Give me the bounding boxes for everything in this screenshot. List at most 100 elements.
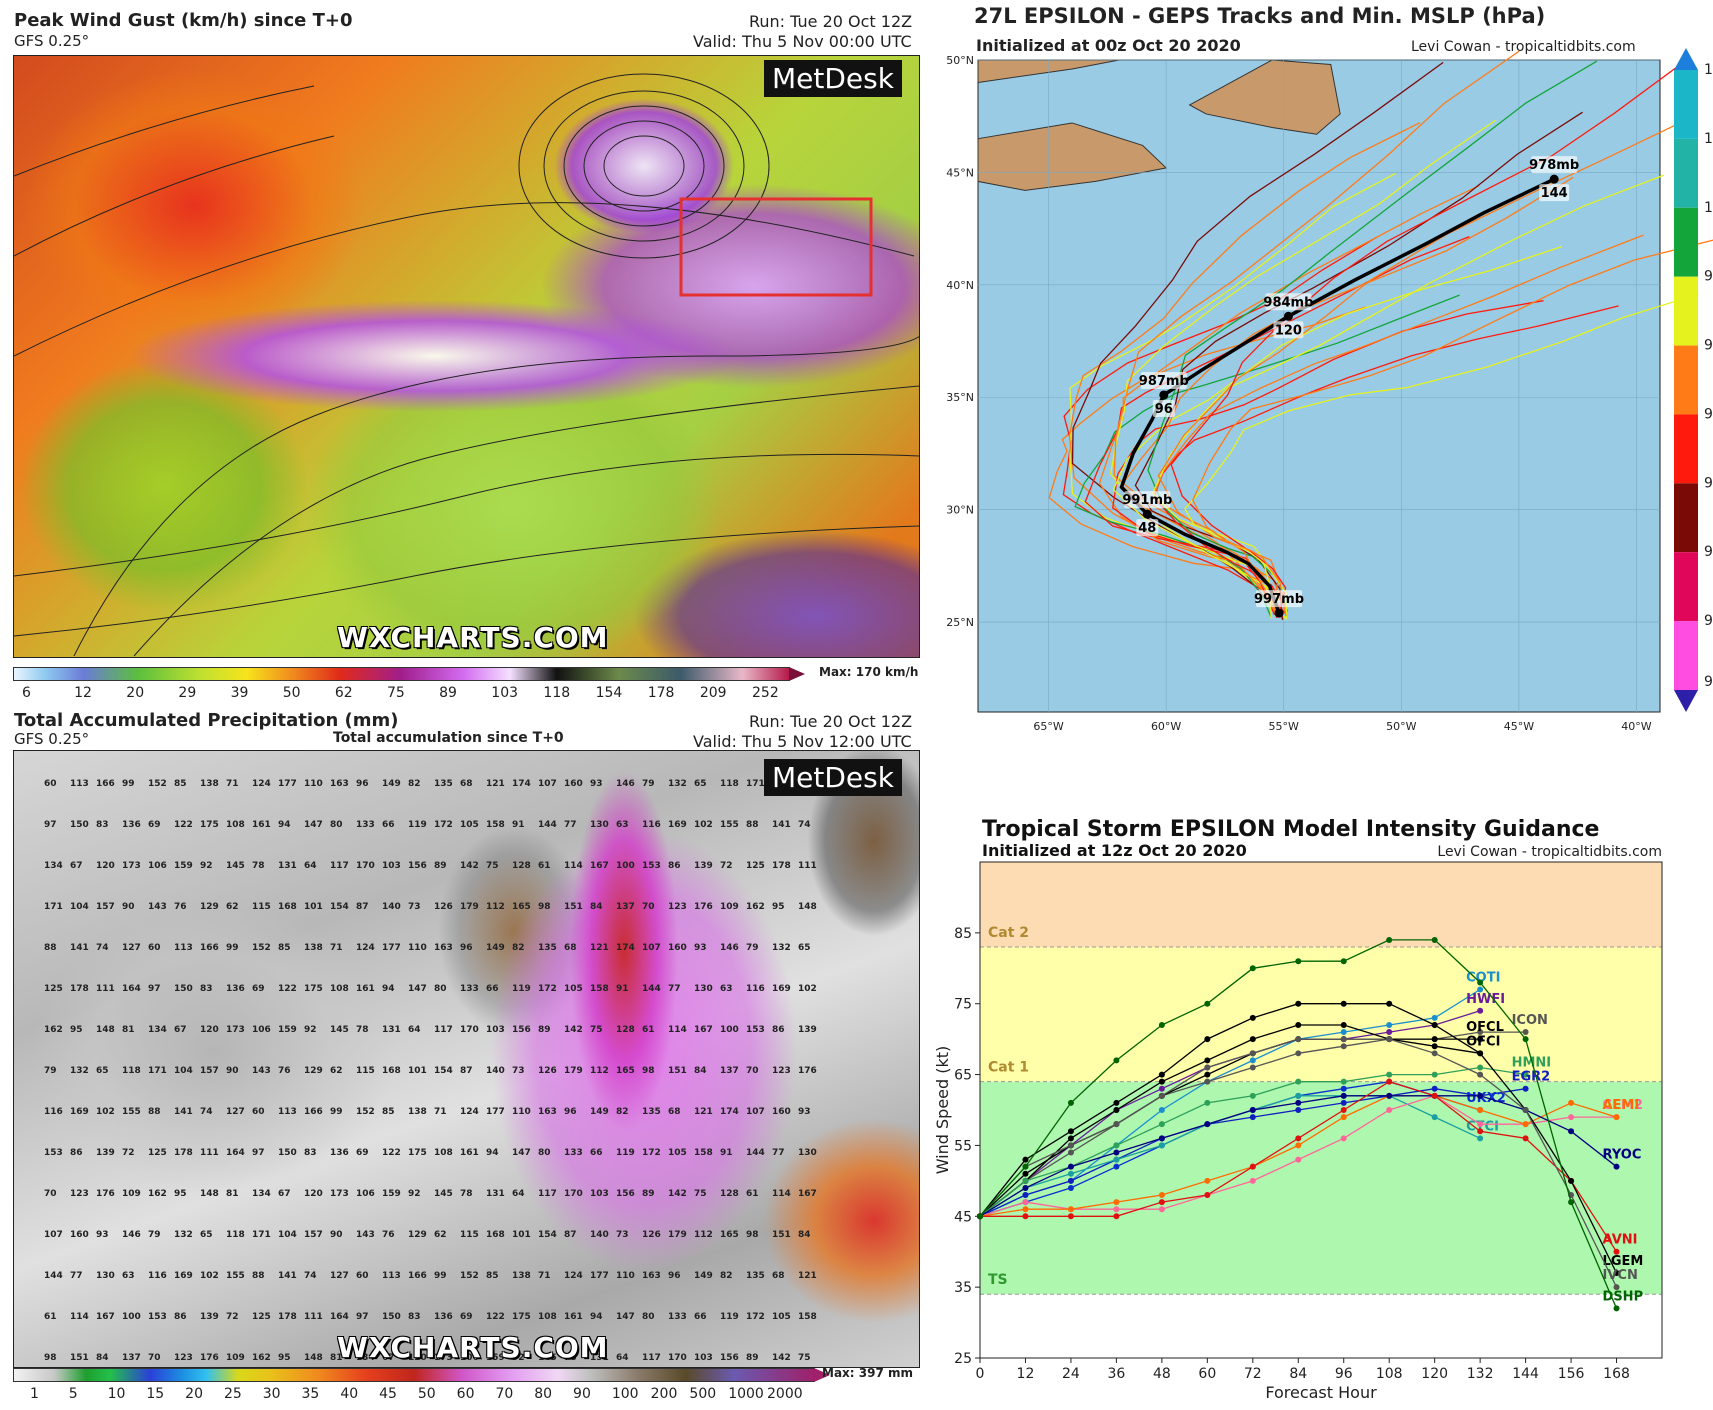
precip-grid-value: 163	[642, 1271, 661, 1281]
intensity-series-label: EGR2	[1512, 1070, 1551, 1085]
precip-grid-value: 175	[200, 820, 219, 830]
precip-grid-value: 105	[564, 984, 583, 994]
precip-grid-value: 125	[44, 984, 63, 994]
colorbar-label: 940	[1704, 613, 1713, 629]
colorbar-label: 950	[1704, 544, 1713, 560]
precip-grid-value: 64	[408, 1025, 421, 1035]
precip-grid-value: 148	[304, 1353, 323, 1363]
precip-grid-value: 92	[304, 1025, 317, 1035]
precip-grid-value: 149	[590, 1107, 609, 1117]
precip-grid-value: 89	[538, 1025, 551, 1035]
precip-grid-value: 153	[642, 861, 661, 871]
precip-grid-value: 61	[746, 1189, 759, 1199]
precip-grid-value: 134	[148, 1025, 167, 1035]
colorbar-label: 990	[1704, 269, 1713, 285]
precip-grid-value: 154	[434, 1066, 453, 1076]
x-tick-label: 168	[1603, 1366, 1630, 1382]
precip-grid-value: 132	[668, 779, 687, 789]
precip-grid-value: 135	[746, 1271, 765, 1281]
precip-grid-value: 86	[668, 861, 681, 871]
precip-grid-value: 103	[382, 861, 401, 871]
precip-grid-value: 122	[382, 1148, 401, 1158]
precip-grid-value: 119	[616, 1148, 635, 1158]
lat-label: 45°N	[946, 166, 974, 179]
precip-grid-value: 152	[252, 943, 271, 953]
ensemble-track	[1151, 174, 1665, 619]
mean-track	[1119, 177, 1555, 614]
precip-grid-value: 167	[590, 861, 609, 871]
lat-label: 50°N	[946, 54, 974, 67]
intensity-point	[1477, 1036, 1484, 1043]
precip-grid-value: 144	[538, 820, 557, 830]
precip-colorbar	[13, 1368, 815, 1382]
precip-grid-value: 155	[226, 1271, 245, 1281]
colorbar-label: 930	[1704, 674, 1713, 690]
intensity-series-label: DSHP	[1603, 1289, 1644, 1304]
precip-grid-value: 117	[538, 1189, 557, 1199]
precip-grid-value: 74	[304, 1271, 317, 1281]
precip-grid-value: 90	[330, 1230, 343, 1240]
precip-grid-value: 171	[148, 1066, 167, 1076]
precip-grid-value: 179	[564, 1066, 583, 1076]
intensity-series-label: AVNI	[1603, 1233, 1638, 1248]
precip-grid-value: 71	[330, 943, 343, 953]
precip-grid-value: 136	[434, 1312, 453, 1322]
y-tick-label: 35	[954, 1280, 972, 1296]
wind-colorbar-tick: 62	[334, 685, 353, 701]
precip-grid-value: 136	[122, 820, 141, 830]
mean-track-point	[1549, 174, 1559, 184]
precip-grid-value: 133	[356, 820, 375, 830]
precip-grid-value: 158	[590, 984, 609, 994]
precip-grid-value: 156	[408, 861, 427, 871]
precip-grid-value: 100	[616, 861, 635, 871]
precip-grid-value: 129	[200, 902, 219, 912]
precip-grid-value: 132	[174, 1230, 193, 1240]
precip-grid-value: 138	[408, 1107, 427, 1117]
label-bg	[1273, 321, 1304, 339]
intensity-series-label: LGEM	[1603, 1254, 1644, 1269]
x-tick-label: 96	[1335, 1366, 1353, 1382]
precip-grid-value: 109	[720, 902, 739, 912]
precip-grid-value: 162	[44, 1025, 63, 1035]
precip-grid-value: 114	[564, 861, 583, 871]
precip-grid-value: 150	[382, 1312, 401, 1322]
precip-grid-value: 139	[694, 861, 713, 871]
wind-colorbar-tick: 252	[752, 685, 779, 701]
precip-grid-value: 92	[408, 1189, 421, 1199]
precip-grid-value: 160	[772, 1107, 791, 1117]
precip-grid-value: 64	[304, 861, 317, 871]
precip-grid-value: 167	[798, 1189, 817, 1199]
precip-grid-value: 75	[694, 1189, 707, 1199]
precip-grid-value: 166	[96, 779, 115, 789]
precip-grid-value: 143	[148, 902, 167, 912]
intensity-credit: Levi Cowan - tropicaltidbits.com	[1437, 844, 1662, 860]
precip-grid-value: 107	[44, 1230, 63, 1240]
precip-grid-value: 88	[148, 1107, 161, 1117]
precip-grid-value: 160	[564, 779, 583, 789]
precip-grid-value: 173	[226, 1025, 245, 1035]
precip-grid-value: 100	[720, 1025, 739, 1035]
precip-grid-value: 120	[408, 1353, 427, 1363]
precip-grid-value: 101	[304, 902, 323, 912]
precip-grid-value: 127	[330, 1271, 349, 1281]
precip-grid-value: 166	[408, 1271, 427, 1281]
precip-grid-value: 127	[122, 943, 141, 953]
precip-grid-value: 133	[564, 1148, 583, 1158]
intensity-series-label: HWFI	[1466, 992, 1505, 1007]
precip-grid-value: 88	[252, 1271, 265, 1281]
lon-label: 40°W	[1621, 720, 1651, 733]
band-label: Cat 1	[988, 1060, 1029, 1076]
precip-grid-value: 173	[122, 861, 141, 871]
precip-grid-value: 70	[642, 902, 655, 912]
precip-grid-value: 81	[122, 1025, 135, 1035]
precip-grid-value: 143	[252, 1066, 271, 1076]
precip-grid-value: 85	[486, 1271, 499, 1281]
precip-grid-value: 98	[538, 902, 551, 912]
precip-grid-value: 153	[148, 1312, 167, 1322]
precip-grid-value: 134	[44, 861, 63, 871]
wind-colorbar-tick: 75	[387, 685, 405, 701]
precip-grid-value: 154	[330, 902, 349, 912]
precip-grid-value: 130	[798, 1148, 817, 1158]
precip-grid-value: 115	[460, 1230, 479, 1240]
precip-grid-value: 155	[122, 1107, 141, 1117]
